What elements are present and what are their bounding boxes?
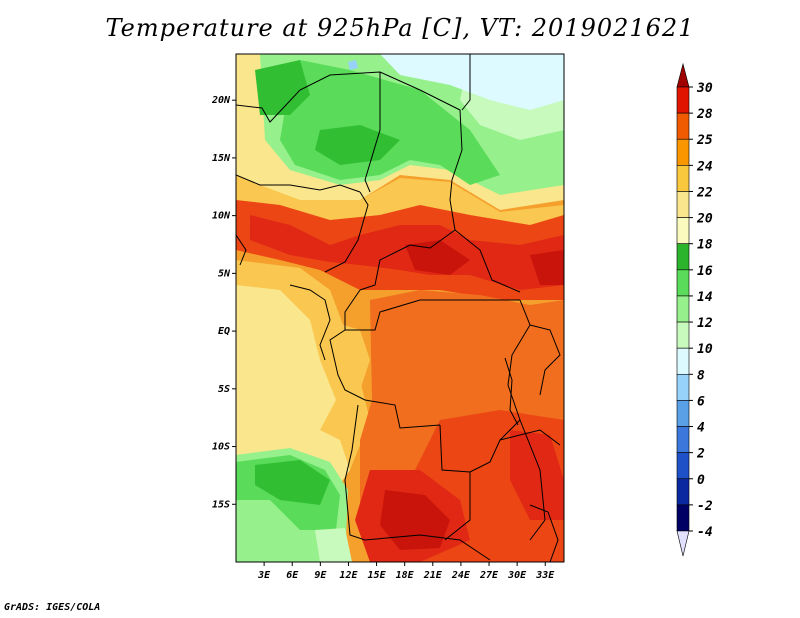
colorbar-label: 0 bbox=[697, 473, 705, 488]
colorbar-label: 22 bbox=[696, 185, 713, 200]
colorbar-swatch bbox=[676, 321, 690, 349]
lon-tick-label: 6E bbox=[286, 570, 299, 581]
colorbar-label: 6 bbox=[697, 394, 705, 409]
colorbar-label: 2 bbox=[696, 447, 705, 462]
border-line bbox=[324, 191, 369, 273]
colorbar-swatch bbox=[676, 191, 690, 218]
lon-tick-label: 24E bbox=[451, 570, 471, 581]
colorbar-swatch bbox=[676, 373, 690, 401]
lat-tick-label: 5S bbox=[218, 384, 230, 395]
field-gold-north bbox=[236, 175, 564, 230]
field-darkgreen-sw bbox=[255, 460, 330, 505]
colorbar-label: 25 bbox=[696, 133, 713, 148]
latitude-axis: 20N 15N 10N 5N EQ 5S 10S 15S bbox=[211, 95, 236, 510]
field-palecyan-ne bbox=[380, 54, 564, 110]
colorbar-swatch bbox=[676, 138, 690, 166]
border-line bbox=[344, 404, 491, 561]
colorbar-label: 30 bbox=[696, 81, 713, 96]
border-line bbox=[507, 299, 531, 421]
field-darkred-south bbox=[380, 490, 450, 550]
lat-tick-label: 15S bbox=[212, 499, 230, 510]
colorbar-bottom-arrow bbox=[676, 530, 690, 557]
colorbar-swatch bbox=[676, 426, 690, 453]
field-gold-central bbox=[328, 320, 370, 390]
colorbar-swatch bbox=[676, 504, 690, 532]
border-line bbox=[359, 229, 456, 291]
lat-tick-label: EQ bbox=[218, 326, 230, 337]
lat-tick-label: 10S bbox=[212, 442, 230, 453]
border-line bbox=[236, 71, 463, 151]
lon-tick-label: 9E bbox=[314, 570, 327, 581]
border-line bbox=[454, 229, 521, 293]
border-line bbox=[444, 472, 471, 541]
colorbar-label: 28 bbox=[696, 107, 713, 122]
colorbar-label: 24 bbox=[696, 159, 713, 174]
colorbar-swatch bbox=[676, 243, 690, 271]
border-line bbox=[519, 419, 546, 541]
colorbar-label: 10 bbox=[697, 342, 713, 357]
border-line bbox=[449, 149, 463, 231]
map-title: Temperature at 925hPa [C], VT: 201902162… bbox=[105, 14, 695, 42]
lon-tick-label: 33E bbox=[535, 570, 555, 581]
border-line bbox=[504, 357, 519, 426]
lon-tick-label: 12E bbox=[339, 570, 358, 581]
colorbar-swatch bbox=[676, 217, 690, 245]
field-darkred-east bbox=[530, 250, 564, 285]
border-line bbox=[289, 284, 331, 361]
colorbar-top-arrow bbox=[676, 62, 690, 88]
colorbar-swatch bbox=[676, 400, 690, 427]
colorbar-label: 14 bbox=[697, 290, 713, 305]
lon-tick-label: 3E bbox=[257, 570, 271, 581]
field-darkgreen-north bbox=[255, 60, 310, 115]
footer-credit: GrADS: IGES/COLA bbox=[4, 602, 101, 613]
colorbar-label: 12 bbox=[697, 316, 713, 331]
colorbar-label: 18 bbox=[697, 238, 713, 253]
border-line bbox=[364, 72, 381, 193]
border-line bbox=[329, 329, 441, 429]
border-line bbox=[439, 419, 521, 473]
field-red-east bbox=[510, 430, 564, 520]
border-line bbox=[344, 289, 520, 331]
map-frame bbox=[235, 53, 565, 563]
colorbar-swatch bbox=[676, 86, 690, 114]
lat-tick-label: 15N bbox=[212, 153, 231, 164]
field-palegreen-sw bbox=[315, 528, 352, 562]
field-blue-sea bbox=[348, 60, 358, 70]
border-line bbox=[236, 234, 247, 266]
border-line bbox=[461, 54, 471, 111]
temperature-field bbox=[236, 54, 564, 562]
colorbar-swatch bbox=[676, 347, 690, 375]
border-line bbox=[529, 504, 559, 562]
lon-tick-label: 27E bbox=[479, 570, 499, 581]
lat-tick-label: 10N bbox=[212, 211, 231, 222]
lon-tick-label: 30E bbox=[507, 570, 527, 581]
longitude-axis: 3E 6E 9E 12E 15E 18E 21E 24E 27E 30E 33E bbox=[257, 562, 555, 581]
colorbar-swatch bbox=[676, 295, 690, 323]
colorbar-label: 8 bbox=[697, 368, 705, 383]
colorbar-swatch bbox=[676, 452, 690, 480]
border-line bbox=[499, 429, 561, 446]
colorbar-label: 4 bbox=[697, 421, 705, 436]
field-lightyellow-west bbox=[236, 285, 336, 440]
lon-tick-label: 21E bbox=[423, 570, 443, 581]
colorbar-swatch bbox=[676, 269, 690, 297]
colorbar-label: 16 bbox=[697, 264, 713, 279]
colorbar-swatch bbox=[676, 112, 690, 140]
lon-tick-label: 15E bbox=[368, 570, 387, 581]
lat-tick-label: 5N bbox=[218, 268, 231, 279]
border-line bbox=[529, 324, 561, 396]
country-borders bbox=[236, 54, 561, 562]
field-red-band bbox=[250, 215, 564, 290]
colorbar-label: -4 bbox=[697, 525, 713, 540]
colorbar-label: 20 bbox=[696, 212, 713, 227]
lat-tick-label: 20N bbox=[211, 95, 231, 106]
colorbar-swatch bbox=[676, 478, 690, 506]
border-line bbox=[236, 174, 361, 193]
field-darkred-band bbox=[405, 240, 470, 275]
lon-tick-label: 18E bbox=[396, 570, 415, 581]
colorbar-swatch bbox=[676, 165, 690, 192]
colorbar-label: -2 bbox=[697, 499, 713, 514]
